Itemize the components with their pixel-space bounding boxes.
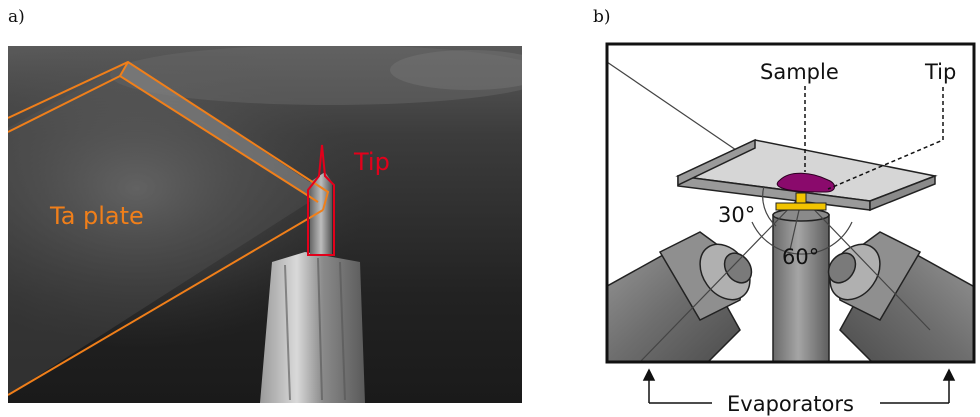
angle-30-label: 30°: [718, 203, 755, 227]
evaporators-label: Evaporators: [727, 392, 854, 416]
ta-plate-outline: [8, 60, 330, 396]
angle-60-label: 60°: [782, 245, 819, 269]
sample-holder: [775, 202, 827, 211]
angle-arc-60: [751, 221, 853, 255]
evaporators-bracket: [642, 368, 956, 404]
tip-leader: [827, 87, 944, 190]
evaporator-left: [607, 231, 753, 362]
sample: [776, 172, 835, 193]
panel-a-photo: [8, 46, 522, 403]
tip-outline: [307, 144, 335, 256]
tip-label-b: Tip: [924, 60, 956, 84]
sample-column: [772, 214, 830, 362]
sample-label: Sample: [760, 60, 839, 84]
angle-arc-30: [762, 185, 777, 227]
panel-b-label: b): [593, 7, 611, 27]
panel-b-frame: [605, 42, 976, 364]
panel-b-schematic: Sample Tip 30° 60° Evaporators: [605, 42, 976, 416]
sample-post: [260, 252, 365, 403]
tip-label-a: Tip: [353, 148, 390, 176]
ta-plate-label: Ta plate: [49, 202, 144, 230]
tip-body: [310, 172, 332, 255]
panel-a-label: a): [8, 7, 25, 27]
sample-plate: [675, 138, 938, 212]
